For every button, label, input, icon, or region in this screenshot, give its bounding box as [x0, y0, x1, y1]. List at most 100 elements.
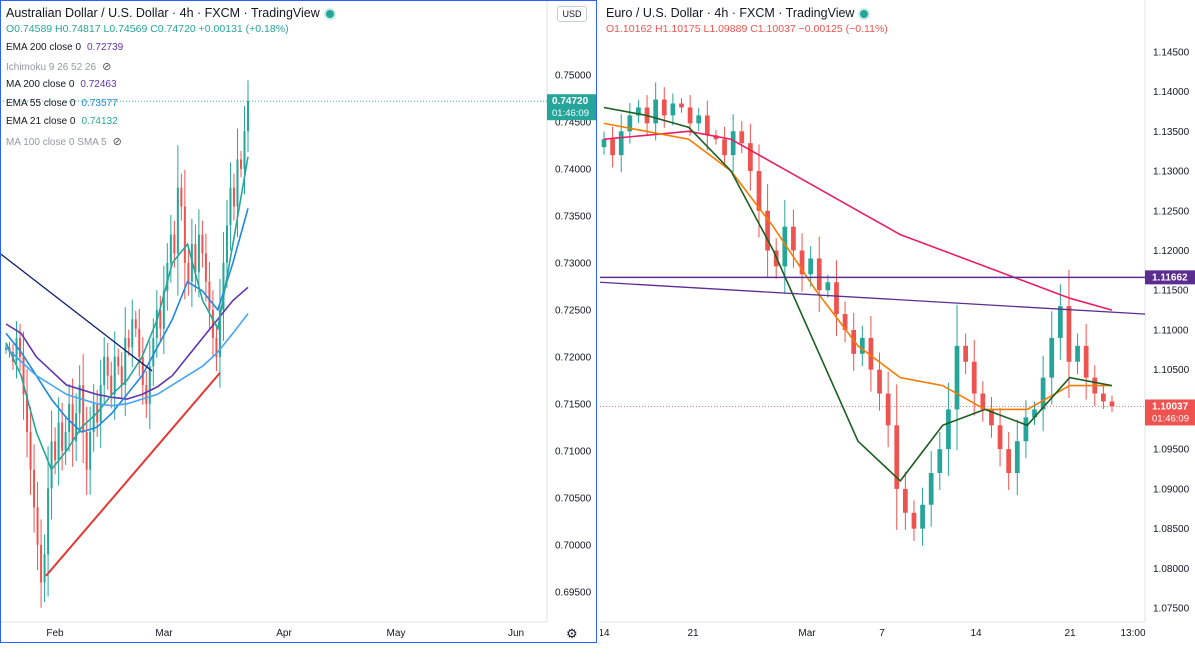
hidden-eye-icon[interactable]: ⊘: [102, 61, 112, 73]
gear-icon[interactable]: ⚙: [566, 627, 578, 642]
candle-body: [225, 225, 228, 263]
price-tick-label: 1.09500: [1153, 445, 1190, 456]
price-tick-label: 0.70000: [555, 540, 592, 551]
candle-body: [636, 107, 641, 116]
descending-trendline: [600, 281, 1146, 315]
candle-body: [113, 356, 116, 395]
time-tick-label: May: [387, 628, 406, 639]
candle-body: [68, 403, 71, 433]
candle-body: [22, 356, 25, 395]
price-tick-label: 1.07500: [1153, 604, 1190, 615]
price-badge-value: 0.74720: [552, 96, 589, 107]
price-tick-label: 0.72000: [555, 352, 592, 363]
candle-body: [799, 250, 805, 275]
candle-body: [937, 449, 943, 473]
candle-body: [15, 338, 18, 362]
candle-body: [26, 394, 29, 433]
candle-body: [61, 422, 64, 451]
candle-body: [730, 131, 736, 156]
indicator-line: [603, 130, 1113, 311]
candle-body: [47, 488, 50, 555]
audusd-chart-canvas[interactable]: 0.75000 0.74500 0.74000 0.73500 0.73000 0.725…: [0, 0, 600, 658]
candle-body: [946, 409, 951, 450]
candle-body: [1023, 417, 1029, 442]
candle-body: [1032, 409, 1037, 418]
candle-body: [40, 544, 43, 583]
candle-body: [1101, 393, 1106, 402]
indicator-ichimoku[interactable]: Ichimoku 9 26 52 26 ⊘: [6, 61, 112, 73]
candle-body: [1066, 306, 1072, 362]
candle-body: [877, 369, 882, 394]
candle-body: [670, 103, 676, 116]
indicator-line: [5, 313, 249, 407]
candle-body: [236, 159, 239, 207]
candle-body: [50, 441, 53, 489]
candle-body: [756, 171, 762, 211]
candle-body: [713, 135, 719, 140]
candle-body: [173, 234, 176, 254]
hidden-eye-icon[interactable]: ⊘: [112, 136, 122, 148]
candle-body: [954, 345, 960, 410]
candle-body: [183, 206, 186, 263]
candle-body: [1006, 449, 1012, 473]
market-open-icon: [860, 9, 869, 18]
candle-body: [894, 425, 900, 489]
candle-body: [82, 385, 85, 433]
time-tick-label: 7: [879, 628, 885, 639]
time-tick-label: 14: [600, 628, 610, 639]
candle-body: [739, 131, 745, 144]
candle-body: [138, 328, 141, 357]
candle-body: [980, 393, 986, 410]
candle-body: [1014, 441, 1020, 473]
indicator-ema55[interactable]: EMA 55 close 0 0.73577: [6, 98, 118, 109]
indicator-ma200[interactable]: MA 200 close 0 0.72463: [6, 79, 117, 90]
candle-body: [748, 143, 753, 172]
audusd-ohlc: O0.74589 H0.74817 L0.74569 C0.74720 +0.0…: [6, 23, 289, 35]
indicator-ema200[interactable]: EMA 200 close 0 0.72739: [6, 42, 124, 53]
price-tick-label: 0.73500: [555, 211, 592, 222]
candle-body: [110, 375, 113, 395]
candle-body: [19, 338, 22, 357]
price-tick-label: 0.74500: [555, 117, 592, 128]
candle-body: [687, 107, 693, 124]
candle-body: [215, 338, 218, 357]
candle-body: [106, 356, 109, 376]
candle-body: [911, 512, 917, 529]
time-tick-label: 21: [1064, 628, 1076, 639]
candle-body: [187, 262, 190, 282]
candle-body: [201, 234, 204, 254]
candle-body: [920, 504, 925, 529]
price-tick-label: 0.69500: [555, 587, 592, 598]
candle-body: [218, 309, 221, 357]
candle-body: [885, 393, 891, 426]
eurusd-title: Euro / U.S. Dollar · 4h · FXCM · Trading…: [606, 6, 855, 20]
eurusd-chart-canvas[interactable]: 1.14500 1.14000 1.13500 1.13000 1.12500 1.120…: [600, 0, 1195, 658]
candle-body: [92, 403, 95, 433]
candle-body: [661, 99, 667, 116]
price-tick-label: 1.14000: [1153, 87, 1190, 98]
audusd-title: Australian Dollar / U.S. Dollar · 4h · F…: [6, 6, 320, 20]
indicator-ema21[interactable]: EMA 21 close 0 0.74132: [6, 116, 118, 127]
indicator-ma100[interactable]: MA 100 close 0 SMA 5 ⊘: [6, 136, 122, 148]
audusd-chart-pane[interactable]: 0.75000 0.74500 0.74000 0.73500 0.73000 0.725…: [0, 0, 600, 658]
candle-body: [120, 366, 123, 386]
eurusd-chart-pane[interactable]: 1.14500 1.14000 1.13500 1.13000 1.12500 1.120…: [600, 0, 1195, 658]
candle-body: [33, 469, 36, 508]
price-tick-label: 0.75000: [555, 70, 592, 81]
candle-body: [36, 507, 39, 545]
indicator-line: [603, 122, 1112, 411]
indicator-line: [5, 286, 249, 400]
candle-body: [124, 338, 127, 386]
candle-body: [782, 226, 788, 267]
candle-body: [155, 309, 158, 339]
price-tick-label: 1.13000: [1153, 167, 1190, 178]
candle-body: [902, 488, 908, 513]
price-tick-label: 1.08000: [1153, 564, 1190, 575]
price-tick-label: 0.70500: [555, 493, 592, 504]
candle-body: [1049, 337, 1055, 378]
candle-body: [868, 337, 874, 370]
candle-body: [57, 422, 60, 461]
candle-body: [194, 244, 197, 273]
candle-body: [679, 103, 684, 108]
currency-button[interactable]: USD: [557, 6, 587, 22]
